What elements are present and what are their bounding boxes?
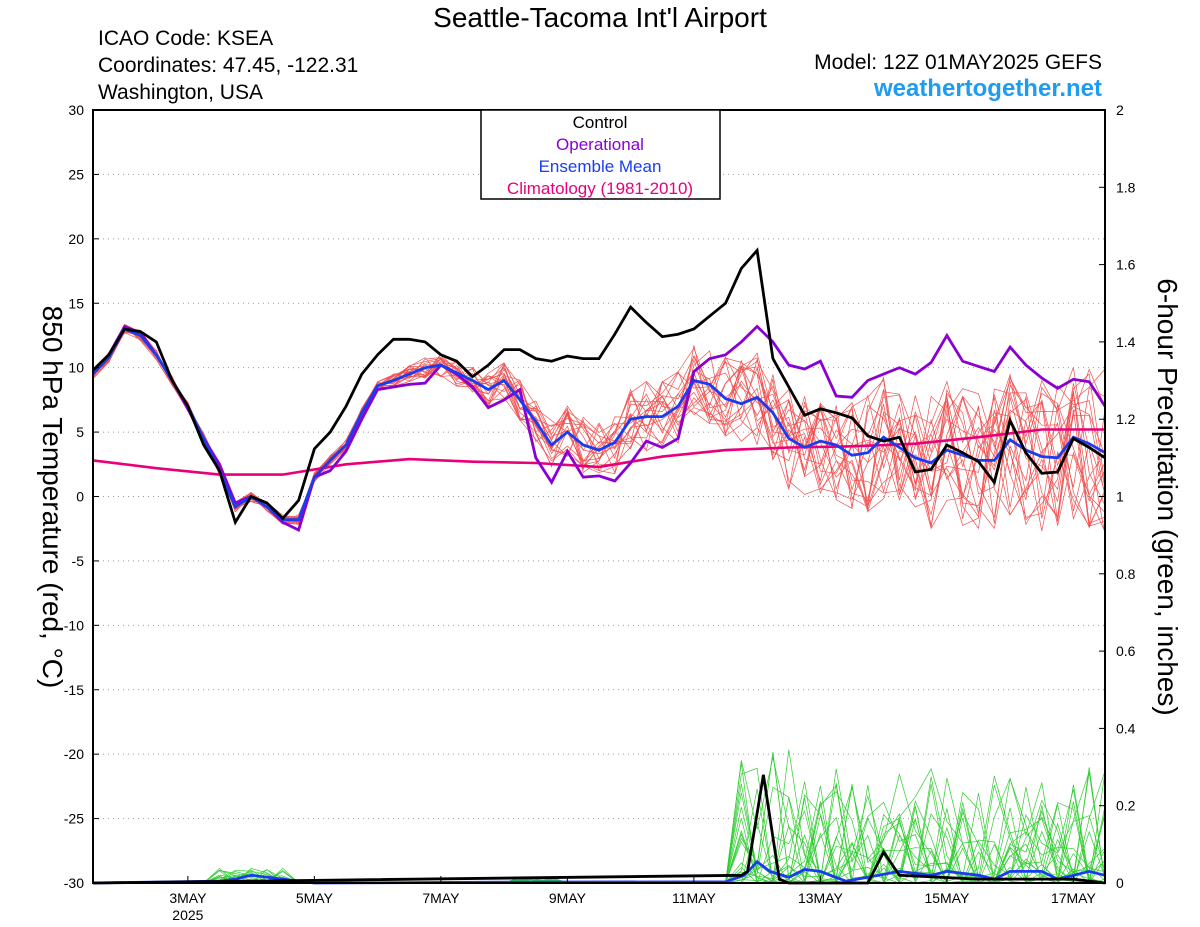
right-tick-label: 1.4 (1116, 334, 1136, 350)
left-axis-title: 850 hPa Temperature (red, °C) (37, 306, 68, 689)
x-tick-label: 15MAY (924, 890, 970, 906)
right-tick-label: 1.2 (1116, 411, 1136, 427)
precipitation-ensemble-members (93, 749, 1106, 885)
right-axis-title: 6-hour Precipitation (green, inches) (1152, 278, 1183, 715)
legend-box (480, 109, 721, 200)
left-tick-label: -25 (64, 811, 84, 827)
temperature-ensemble-members (92, 323, 1106, 535)
legend: Control Operational Ensemble Mean Climatolo… (480, 109, 721, 200)
left-tick-label: -15 (64, 682, 84, 698)
precipitation-member-line (93, 757, 1106, 884)
left-tick-label: -10 (64, 617, 84, 633)
right-tick-label: 1.6 (1116, 257, 1136, 273)
x-tick-label: 17MAY (1051, 890, 1097, 906)
right-tick-label: 0.2 (1116, 798, 1136, 814)
chart-title: Seattle-Tacoma Int'l Airport (433, 2, 767, 33)
legend-entry: Control (573, 113, 628, 132)
axes: -30-25-20-15-10-505101520253000.20.40.60… (37, 102, 1183, 923)
x-tick-label: 13MAY (798, 890, 844, 906)
left-tick-label: 10 (68, 360, 84, 376)
x-tick-label: 5MAY (296, 890, 334, 906)
left-tick-label: 5 (76, 424, 84, 440)
right-tick-label: 0.6 (1116, 643, 1136, 659)
left-tick-label: 20 (68, 231, 84, 247)
left-tick-label: 25 (68, 166, 84, 182)
website-link[interactable]: weathertogether.net (873, 75, 1102, 102)
precipitation-member-line (93, 785, 1106, 885)
coordinates: Coordinates: 47.45, -122.31 (98, 54, 359, 77)
precipitation-member-line (93, 749, 1106, 884)
legend-entry: Ensemble Mean (539, 157, 662, 176)
model-run-label: Model: 12Z 01MAY2025 GEFS (814, 51, 1102, 74)
main-series (91, 247, 1107, 885)
precipitation-member-line (93, 762, 1106, 884)
left-tick-label: 15 (68, 295, 84, 311)
left-tick-label: 30 (68, 102, 84, 118)
climatology-line (92, 428, 1105, 476)
temperature-member-line (92, 323, 1106, 520)
right-tick-label: 2 (1116, 102, 1124, 118)
region-label: Washington, USA (98, 81, 263, 104)
precipitation-member-line (93, 752, 1106, 885)
left-tick-label: -5 (72, 553, 85, 569)
left-tick-label: -20 (64, 746, 84, 762)
right-tick-label: 0 (1116, 875, 1124, 891)
right-tick-label: 1.8 (1116, 179, 1136, 195)
right-tick-label: 1 (1116, 489, 1124, 505)
left-tick-label: -30 (64, 875, 84, 891)
left-tick-label: 0 (76, 489, 84, 505)
x-tick-sublabel: 2025 (172, 907, 203, 923)
right-tick-label: 0.4 (1116, 720, 1136, 736)
x-tick-label: 11MAY (672, 890, 716, 906)
control-temperature-line (92, 247, 1106, 526)
icao-code: ICAO Code: KSEA (98, 27, 274, 50)
x-tick-label: 3MAY (169, 890, 207, 906)
legend-entry: Climatology (1981-2010) (507, 179, 693, 198)
x-tick-label: 7MAY (422, 890, 460, 906)
legend-entry: Operational (556, 135, 644, 154)
x-tick-label: 9MAY (549, 890, 587, 906)
right-tick-label: 0.8 (1116, 566, 1136, 582)
